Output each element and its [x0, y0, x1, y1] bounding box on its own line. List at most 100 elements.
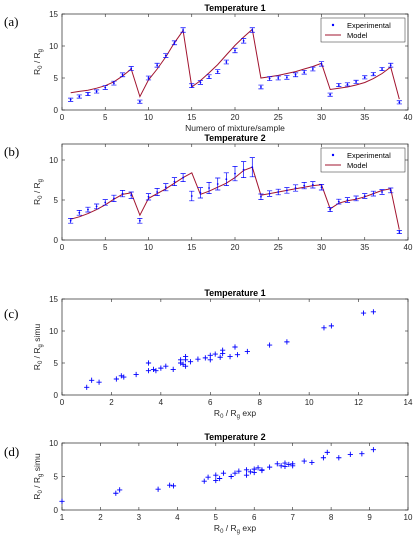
data-point	[337, 84, 340, 86]
x-tick-label: 2	[98, 513, 103, 522]
data-point	[346, 83, 349, 86]
data-point	[213, 477, 219, 484]
legend-label-experimental: Experimental	[347, 151, 391, 160]
y-axis-label-tail: simu	[32, 324, 42, 345]
data-point	[208, 75, 210, 78]
data-point	[84, 384, 90, 390]
y-axis-label-sub2: g	[38, 344, 44, 347]
y-axis-label-sub2: g	[38, 49, 44, 52]
data-point	[363, 195, 366, 197]
data-point	[173, 180, 176, 183]
data-point	[178, 360, 184, 366]
data-point	[259, 467, 265, 474]
data-point	[329, 208, 332, 211]
data-point	[242, 168, 245, 171]
x-tick-label: 0	[60, 243, 65, 252]
x-tick-label: 5	[103, 113, 108, 122]
legend-label-experimental: Experimental	[347, 21, 391, 30]
data-point	[225, 178, 228, 181]
x-tick-label: 35	[360, 243, 369, 252]
x-tick-label: 5	[103, 243, 108, 252]
y-axis-label-sub: 0	[38, 195, 44, 199]
panel-label: (d)	[4, 444, 19, 459]
data-point	[355, 80, 357, 83]
data-point	[182, 176, 185, 179]
data-point	[303, 71, 306, 74]
data-point	[321, 325, 327, 331]
data-point	[320, 455, 327, 461]
x-tick-label: 25	[274, 243, 283, 252]
data-point	[290, 461, 296, 467]
axes-frame	[61, 298, 409, 396]
data-point	[158, 365, 164, 371]
y-tick-label: 15	[49, 295, 58, 304]
data-point	[242, 39, 245, 42]
x-tick-label: 9	[367, 513, 372, 522]
y-axis-label-mid: / R	[32, 182, 42, 195]
data-point	[260, 195, 262, 198]
data-point	[213, 472, 219, 478]
data-point	[234, 49, 236, 52]
data-point	[217, 354, 223, 360]
data-point	[121, 374, 127, 380]
data-point	[150, 366, 157, 372]
x-axis-label: R0 / Rg exp	[214, 408, 256, 420]
data-point	[227, 354, 233, 360]
data-point	[113, 376, 119, 382]
data-point	[216, 183, 219, 185]
x-tick-label: 4	[175, 513, 180, 522]
y-axis-label-main: R	[32, 494, 42, 500]
data-point	[133, 371, 139, 378]
x-tick-label: 15	[187, 113, 196, 122]
data-point	[370, 447, 376, 453]
data-point	[260, 86, 262, 88]
y-axis-label-sub2: g	[38, 474, 44, 477]
data-point	[201, 478, 207, 484]
x-axis-label-sub2: g	[237, 414, 240, 420]
legend-box	[320, 147, 406, 173]
data-point	[232, 344, 238, 350]
y-axis-label-main: R	[32, 199, 42, 205]
legend-marker-experimental	[331, 153, 335, 157]
y-axis-label-sub: 0	[38, 65, 44, 69]
data-point	[195, 356, 201, 362]
data-point	[167, 482, 173, 488]
data-point	[363, 76, 366, 79]
x-tick-label: 6	[252, 513, 257, 522]
x-tick-label: 20	[231, 243, 240, 252]
data-point	[155, 486, 161, 492]
y-tick-label: 0	[54, 506, 59, 515]
data-point	[217, 475, 223, 482]
data-point	[328, 323, 334, 329]
data-point	[337, 200, 340, 203]
data-point	[234, 352, 241, 358]
data-point	[278, 463, 284, 469]
data-point	[113, 490, 119, 496]
data-point	[389, 189, 392, 192]
x-tick-label: 10	[404, 513, 413, 522]
data-point	[294, 187, 297, 189]
x-axis-label-mid: / R	[223, 408, 236, 418]
data-point	[251, 466, 257, 472]
data-point	[398, 231, 401, 233]
y-axis-label: R0 / Rg simu	[32, 324, 44, 371]
data-point	[113, 82, 115, 85]
data-point	[164, 54, 167, 57]
data-point	[329, 93, 332, 96]
data-point	[277, 77, 280, 79]
data-point	[220, 470, 227, 476]
y-tick-label: 10	[49, 327, 58, 336]
x-axis-label: R0 / Rg exp	[214, 523, 256, 535]
data-point	[96, 379, 102, 385]
data-point	[104, 86, 107, 89]
data-point	[212, 351, 218, 357]
panel-title: Temperature 1	[204, 288, 265, 298]
x-tick-label: 7	[290, 513, 295, 522]
data-point	[267, 464, 273, 470]
legend-label-model: Model	[347, 161, 368, 170]
data-point	[381, 68, 383, 70]
